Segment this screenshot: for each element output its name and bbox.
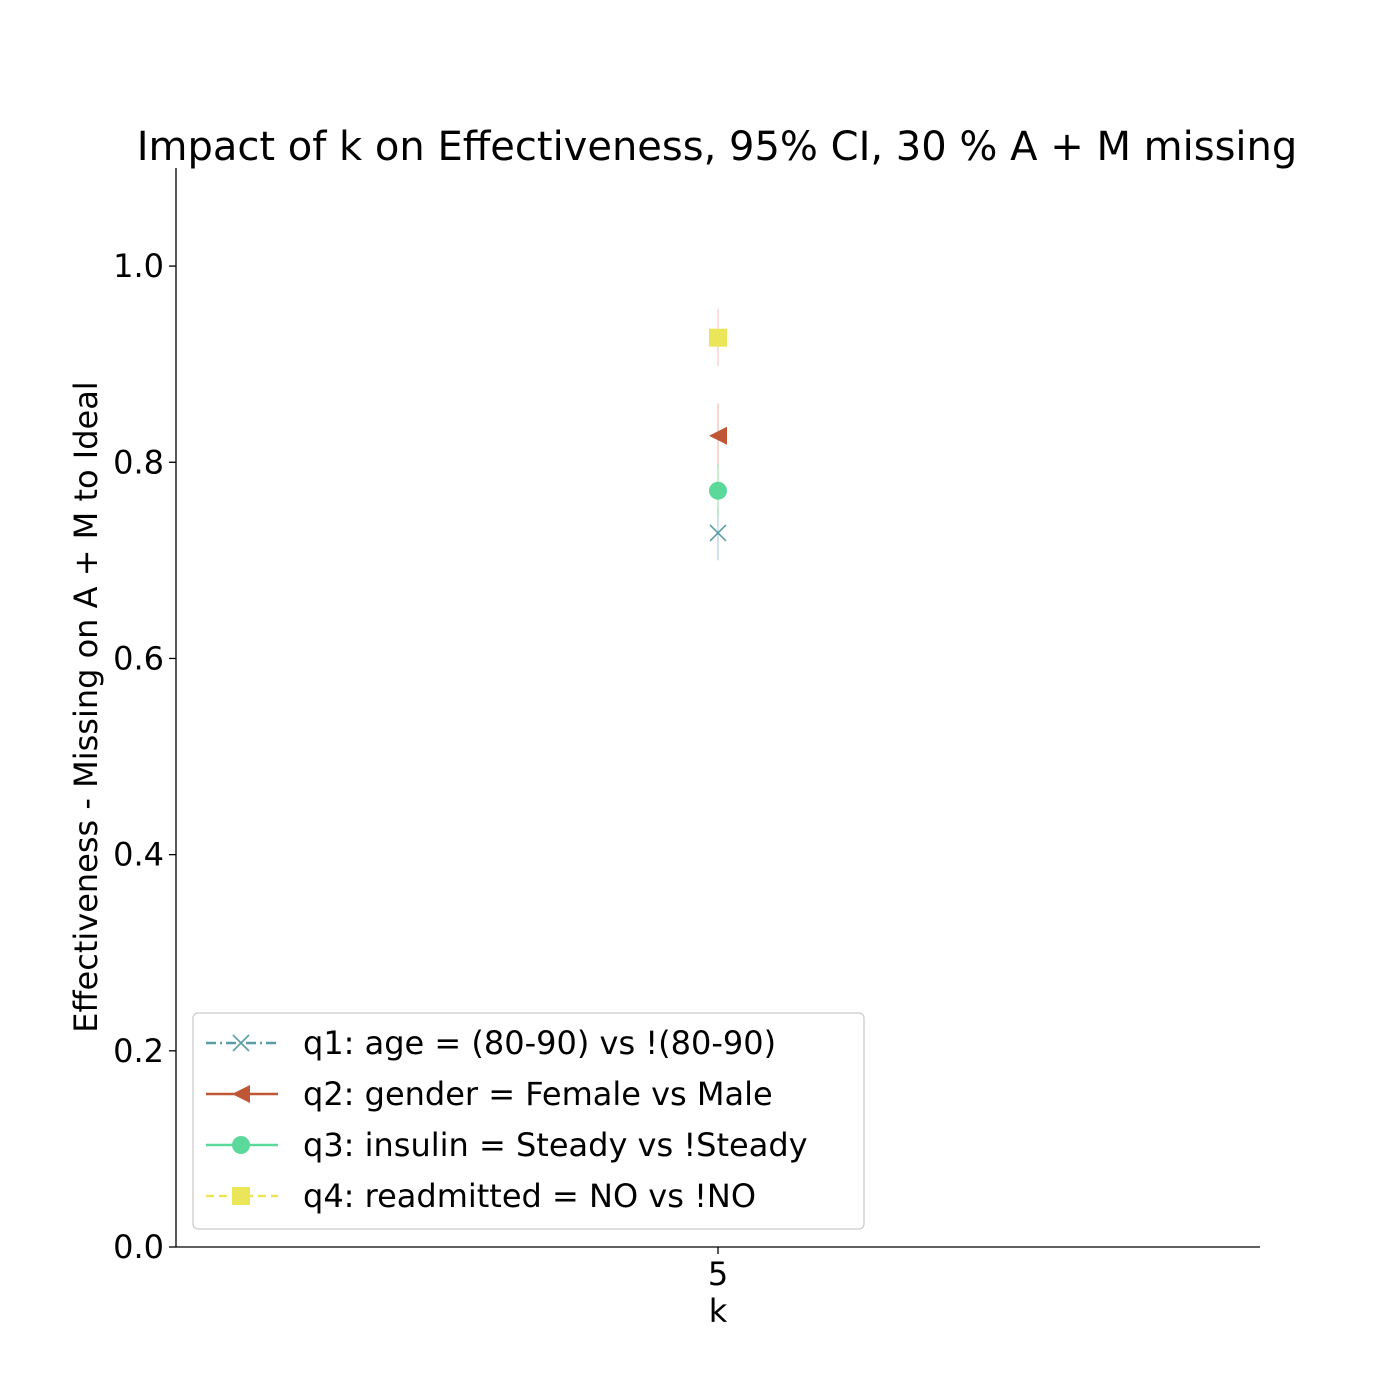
data-point-q4: [709, 328, 727, 347]
y-tick-label: 0.8: [113, 443, 164, 481]
legend-label-q1: q1: age = (80-90) vs !(80-90): [303, 1024, 776, 1062]
legend-marker-q1: [232, 1034, 250, 1052]
x-axis-ticks: 5: [708, 1247, 728, 1293]
x-axis-label: k: [709, 1292, 728, 1330]
y-axis-label: Effectiveness - Missing on A + M to Idea…: [67, 381, 105, 1032]
data-point-q3: [709, 481, 727, 500]
y-tick-label: 0.0: [113, 1228, 164, 1266]
data-point-q1-stroke-b: [709, 524, 727, 542]
legend-marker-q3: [232, 1136, 250, 1154]
y-axis-ticks: 0.0 0.2 0.4 0.6 0.8 1.0: [113, 247, 176, 1266]
legend-marker-q1-stroke-b: [232, 1034, 250, 1052]
data-point-q2: [709, 426, 727, 445]
y-tick-label: 1.0: [113, 247, 164, 285]
legend-label-q2: q2: gender = Female vs Male: [303, 1075, 773, 1113]
legend-label-q4: q4: readmitted = NO vs !NO: [303, 1177, 756, 1215]
x-tick-label: 5: [708, 1255, 728, 1293]
y-tick-label: 0.4: [113, 836, 164, 874]
legend-marker-q4: [232, 1187, 250, 1205]
plot-area: [709, 309, 727, 561]
y-tick-label: 0.2: [113, 1032, 164, 1070]
legend: q1: age = (80-90) vs !(80-90) q2: gender …: [192, 1012, 865, 1230]
y-tick-label: 0.6: [113, 639, 164, 677]
legend-label-q3: q3: insulin = Steady vs !Steady: [303, 1126, 808, 1164]
legend-frame: [192, 1012, 865, 1230]
chart-title: Impact of k on Effectiveness, 95% CI, 30…: [137, 124, 1298, 170]
legend-marker-q2: [232, 1085, 250, 1103]
data-point-q1: [709, 524, 727, 542]
